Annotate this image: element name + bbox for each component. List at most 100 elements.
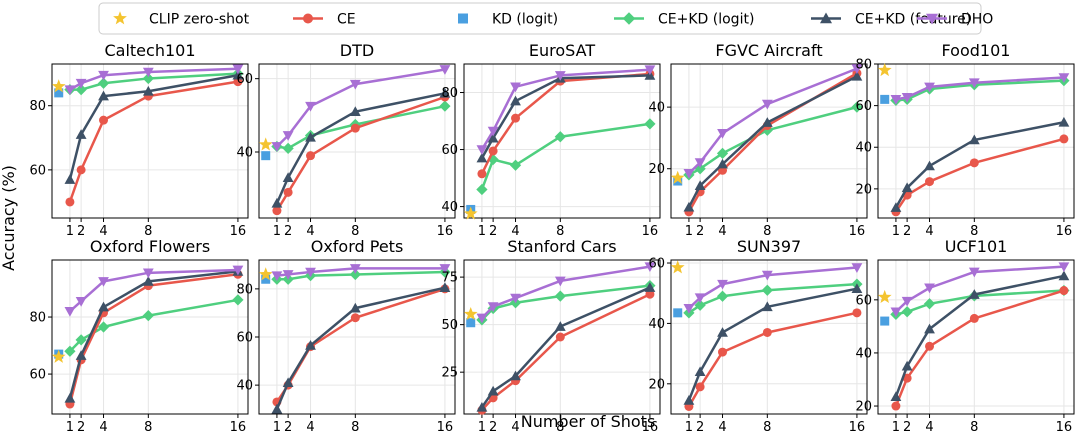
data-point <box>1059 286 1069 296</box>
data-point <box>852 308 862 318</box>
series-dho <box>64 265 244 317</box>
data-point <box>925 341 935 351</box>
clip-zero-shot-marker <box>51 349 66 363</box>
data-point <box>282 172 294 182</box>
data-point <box>98 90 109 101</box>
data-point <box>1059 134 1069 144</box>
panel-oxford-pets: Oxford Pets 40 60 80 1 2 4 8 16 <box>236 237 456 435</box>
series-line <box>275 92 446 204</box>
x-tick-label: 16 <box>230 224 247 239</box>
data-point <box>97 77 110 89</box>
series-line <box>688 105 858 176</box>
clip-zero-shot-marker <box>463 306 478 321</box>
axes-frame <box>51 63 249 219</box>
kd-logit-marker <box>54 88 64 98</box>
x-tick-label: 4 <box>306 224 314 239</box>
x-tick-label: 1 <box>273 224 281 239</box>
data-point <box>98 70 109 81</box>
series-line <box>688 266 858 310</box>
series-dho <box>271 65 451 152</box>
series-line <box>480 72 651 175</box>
x-tick-label: 2 <box>489 224 497 239</box>
data-point <box>901 306 913 318</box>
data-point <box>349 264 361 274</box>
series-ce <box>65 77 243 207</box>
data-point <box>717 279 728 290</box>
x-tick-label: 16 <box>1056 420 1073 435</box>
series-ce-kd-feature <box>271 282 451 414</box>
data-point <box>694 293 706 304</box>
series-line <box>895 265 1064 313</box>
data-point <box>924 160 935 171</box>
series-ce-kd-logit <box>683 278 863 319</box>
legend-entry-kd_logit: KD (logit) <box>458 12 558 28</box>
data-point <box>511 113 521 123</box>
y-tick-label: 60 <box>855 293 872 308</box>
data-point <box>271 271 283 282</box>
panel-title: DTD <box>340 41 374 60</box>
series-dho <box>476 65 656 155</box>
data-point <box>923 298 936 310</box>
x-tick-label: 16 <box>230 420 247 435</box>
data-point <box>142 72 154 85</box>
data-point <box>142 309 154 322</box>
data-point <box>510 370 521 381</box>
data-point <box>510 82 521 93</box>
y-tick-label: 60 <box>29 163 46 178</box>
data-point <box>349 268 361 281</box>
panel-title: EuroSAT <box>529 41 595 60</box>
data-point <box>439 87 451 98</box>
data-point <box>75 334 87 346</box>
series-dho <box>271 264 451 282</box>
data-point <box>75 78 87 89</box>
data-point <box>890 202 902 212</box>
data-point <box>142 67 154 78</box>
data-point <box>890 95 902 105</box>
data-point <box>75 297 87 307</box>
data-point <box>272 206 282 216</box>
clip-zero-shot-marker <box>877 62 892 77</box>
data-point <box>283 187 293 197</box>
legend-label: CE+KD (logit) <box>658 12 754 28</box>
x-tick-label: 1 <box>66 224 74 239</box>
data-point <box>232 294 244 306</box>
y-tick-label: 80 <box>29 311 46 326</box>
panel-title: UCF101 <box>945 237 1008 256</box>
y-tick-label: 20 <box>648 377 665 392</box>
data-point <box>969 158 979 168</box>
x-tick-label: 4 <box>99 224 107 239</box>
data-point <box>232 69 244 80</box>
series-line <box>276 68 446 148</box>
data-point <box>761 117 773 127</box>
data-point <box>554 71 566 81</box>
data-point <box>683 201 695 212</box>
data-point <box>901 92 913 103</box>
data-point <box>487 385 499 396</box>
x-tick-label: 2 <box>77 420 85 435</box>
data-point <box>968 78 980 89</box>
legend-label: CE+KD (feature) <box>855 12 971 28</box>
y-tick-label: 60 <box>441 143 458 158</box>
data-point <box>924 82 935 93</box>
data-point <box>1058 116 1070 127</box>
x-tick-label: 16 <box>849 224 866 239</box>
x-tick-label: 2 <box>77 224 85 239</box>
data-point <box>271 197 283 208</box>
data-point <box>305 267 316 278</box>
axes-frame <box>463 63 661 219</box>
data-point <box>924 283 935 294</box>
x-axis-label: Number of Shots <box>521 412 656 431</box>
series-line <box>480 74 650 159</box>
cekd-feat-legend-marker <box>820 12 832 24</box>
data-point <box>644 282 656 292</box>
data-point <box>1058 270 1070 281</box>
y-tick-label: 80 <box>236 282 253 297</box>
clip-zero-shot-marker <box>670 170 685 184</box>
data-point <box>98 277 109 287</box>
data-point <box>350 123 360 133</box>
x-tick-label: 16 <box>437 420 454 435</box>
kd-logit-marker <box>261 274 271 284</box>
x-tick-label: 4 <box>511 224 519 239</box>
kd-logit-legend-marker <box>458 13 468 24</box>
